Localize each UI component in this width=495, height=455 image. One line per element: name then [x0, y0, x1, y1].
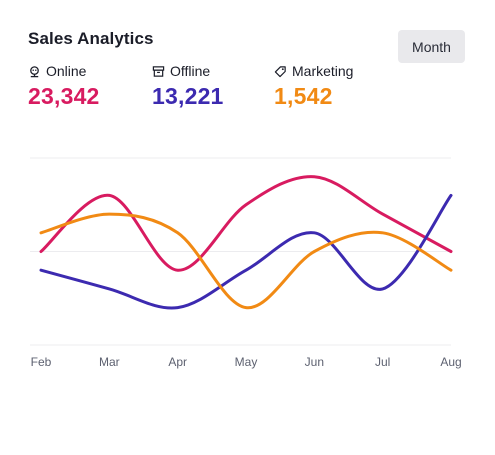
x-tick-label: Mar	[99, 355, 120, 369]
series-lines	[39, 175, 453, 310]
stat-offline-label: Offline	[170, 63, 211, 79]
x-tick-label: Jun	[305, 355, 324, 369]
series-line-marketing[interactable]	[39, 212, 453, 310]
card-title: Sales Analytics	[28, 29, 154, 48]
stat-marketing-value: 1,542	[274, 83, 333, 109]
stat-marketing-label: Marketing	[292, 63, 354, 79]
bot-icon	[30, 65, 39, 77]
stat-online-value: 23,342	[28, 83, 100, 109]
stat-marketing: Marketing 1,542	[274, 62, 353, 110]
series-line-offline[interactable]	[39, 193, 453, 310]
grid-lines	[30, 157, 451, 346]
tag-icon	[274, 65, 286, 77]
x-axis-tick-labels: Feb Mar Apr May Jun Jul Aug	[31, 355, 462, 369]
x-tick-label: Aug	[440, 355, 461, 369]
series-line-online[interactable]	[39, 175, 453, 272]
archive-icon	[152, 65, 165, 77]
stat-offline-value: 13,221	[152, 83, 224, 109]
x-tick-label: May	[235, 355, 258, 369]
month-filter-button[interactable]: Month	[398, 30, 465, 63]
stat-offline: Offline 13,221	[152, 62, 224, 110]
x-tick-label: Feb	[31, 355, 52, 369]
stat-online: Online 23,342	[28, 62, 100, 110]
stat-online-label: Online	[46, 63, 87, 79]
x-tick-label: Apr	[168, 355, 187, 369]
x-tick-label: Jul	[375, 355, 390, 369]
